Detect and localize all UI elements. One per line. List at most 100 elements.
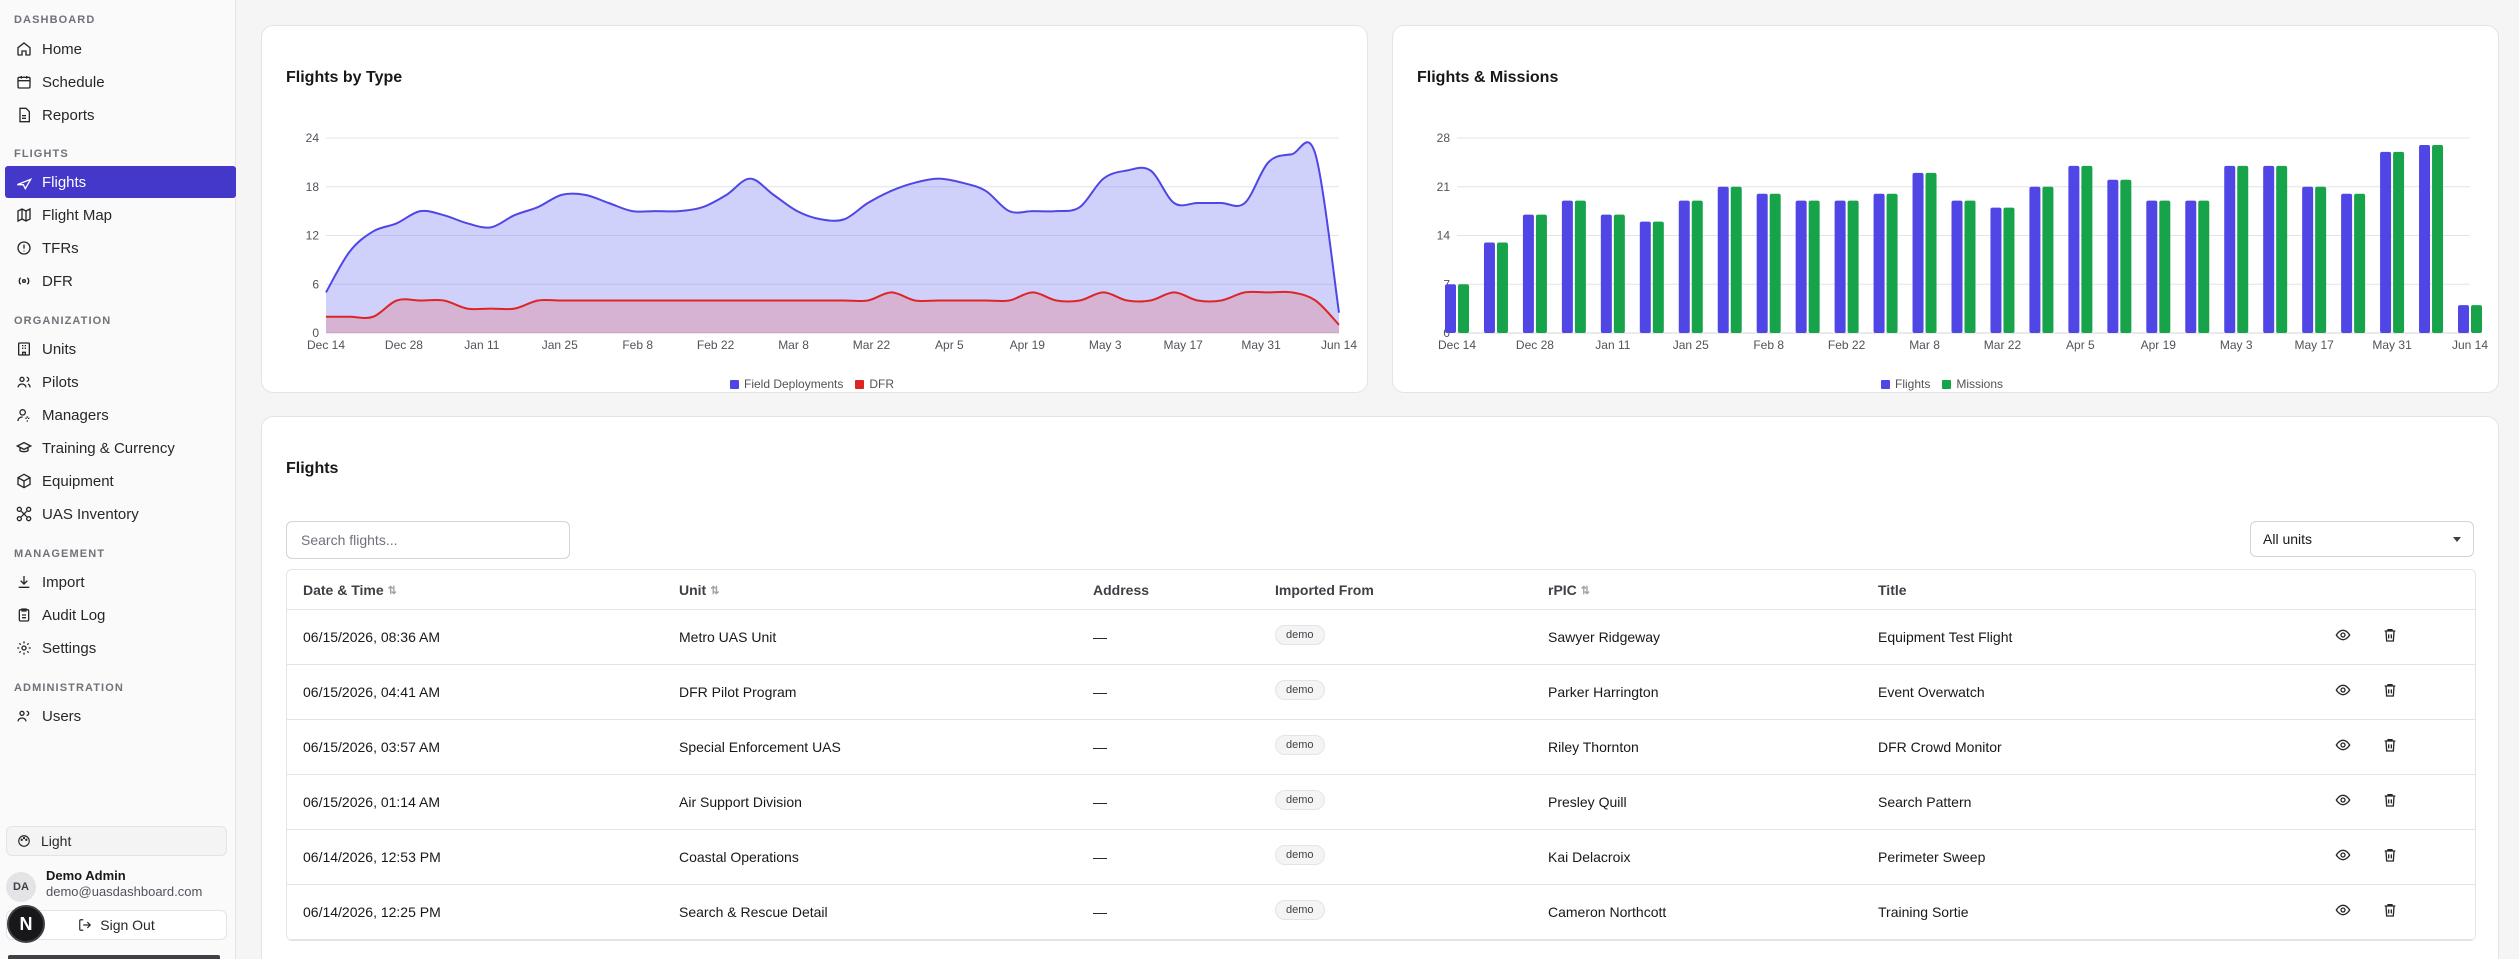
view-button[interactable] bbox=[2335, 627, 2353, 645]
delete-button[interactable] bbox=[2382, 902, 2400, 920]
bar-flights bbox=[1522, 214, 1534, 333]
sidebar-item-tfrs[interactable]: TFRs bbox=[5, 232, 236, 264]
sidebar-item-flights[interactable]: Flights bbox=[5, 166, 236, 198]
column-label: rPIC bbox=[1548, 582, 1577, 598]
bar-flights bbox=[1717, 186, 1729, 333]
table-row[interactable]: 06/15/2026, 03:57 AM Special Enforcement … bbox=[287, 720, 2475, 775]
y-tick-label: 0 bbox=[1443, 326, 1450, 340]
box-icon bbox=[17, 473, 31, 489]
cell-address: — bbox=[1093, 629, 1107, 645]
x-tick-label: May 17 bbox=[1163, 338, 1203, 352]
bar-missions bbox=[2354, 193, 2366, 333]
x-tick-label: Feb 22 bbox=[1828, 338, 1866, 352]
bar-flights bbox=[1639, 221, 1651, 333]
column-header-rpic[interactable]: rPIC ⇅ bbox=[1548, 582, 1590, 598]
delete-button[interactable] bbox=[2382, 792, 2400, 810]
cell-address: — bbox=[1093, 739, 1107, 755]
sidebar-item-audit-log[interactable]: Audit Log bbox=[5, 599, 236, 631]
x-tick-label: May 31 bbox=[1241, 338, 1281, 352]
bar-flights bbox=[2029, 186, 2041, 333]
table-row[interactable]: 06/15/2026, 08:36 AM Metro UAS Unit — demo S… bbox=[287, 610, 2475, 665]
bar-missions bbox=[2471, 305, 2482, 333]
sidebar-item-flight-map[interactable]: Flight Map bbox=[5, 199, 236, 231]
bar-missions bbox=[1691, 200, 1703, 333]
view-button[interactable] bbox=[2335, 682, 2353, 700]
sidebar-item-pilots[interactable]: Pilots bbox=[5, 366, 236, 398]
bar-missions bbox=[1613, 214, 1625, 333]
view-button[interactable] bbox=[2335, 847, 2353, 865]
map-icon bbox=[17, 207, 31, 223]
sidebar-item-label: Users bbox=[42, 707, 82, 725]
bar-missions bbox=[2159, 200, 2171, 333]
bar-flights bbox=[2263, 165, 2275, 333]
theme-toggle-button[interactable]: Light bbox=[6, 826, 227, 856]
sidebar-item-import[interactable]: Import bbox=[5, 566, 236, 598]
view-button[interactable] bbox=[2335, 792, 2353, 810]
sidebar-item-reports[interactable]: Reports bbox=[5, 99, 236, 131]
sidebar-item-users[interactable]: Users bbox=[5, 700, 236, 732]
sidebar-item-schedule[interactable]: Schedule bbox=[5, 66, 236, 98]
cell-date: 06/15/2026, 04:41 AM bbox=[303, 684, 440, 700]
cell-unit: Metro UAS Unit bbox=[679, 629, 777, 645]
column-header-unit[interactable]: Unit ⇅ bbox=[679, 582, 719, 598]
bar-flights bbox=[2185, 200, 2197, 333]
sign-out-label: Sign Out bbox=[100, 917, 155, 933]
sidebar-item-settings[interactable]: Settings bbox=[5, 632, 236, 664]
bar-missions bbox=[1730, 186, 1742, 333]
table-row[interactable]: 06/15/2026, 04:41 AM DFR Pilot Program — de… bbox=[287, 665, 2475, 720]
delete-button[interactable] bbox=[2382, 682, 2400, 700]
bar-flights bbox=[2068, 165, 2080, 333]
bar-missions bbox=[1496, 242, 1508, 333]
legend-missions[interactable]: Missions bbox=[1942, 377, 2003, 391]
sidebar-item-units[interactable]: Units bbox=[5, 333, 236, 365]
sidebar-item-home[interactable]: Home bbox=[5, 33, 236, 65]
table-row[interactable]: 06/14/2026, 12:53 PM Coastal Operations — d… bbox=[287, 830, 2475, 885]
unit-filter-select[interactable]: All units bbox=[2250, 521, 2474, 557]
bar-flights bbox=[2302, 186, 2314, 333]
imported-from-badge: demo bbox=[1275, 845, 1325, 865]
delete-button[interactable] bbox=[2382, 737, 2400, 755]
legend-dfr[interactable]: DFR bbox=[855, 377, 894, 391]
x-tick-label: Jan 11 bbox=[464, 338, 499, 352]
imported-from-badge: demo bbox=[1275, 735, 1325, 755]
sidebar-item-dfr[interactable]: DFR bbox=[5, 265, 236, 297]
sidebar-item-label: Audit Log bbox=[42, 606, 106, 624]
eye-icon bbox=[2335, 739, 2351, 757]
cell-rpic: Cameron Northcott bbox=[1548, 904, 1667, 920]
sidebar-item-managers[interactable]: Managers bbox=[5, 399, 236, 431]
cell-title: Training Sortie bbox=[1878, 904, 1969, 920]
section-label-flights: FLIGHTS bbox=[14, 148, 69, 160]
x-tick-label: May 17 bbox=[2294, 338, 2334, 352]
search-input[interactable] bbox=[286, 521, 570, 559]
legend-flights[interactable]: Flights bbox=[1881, 377, 1930, 391]
delete-button[interactable] bbox=[2382, 847, 2400, 865]
user-cog-icon bbox=[17, 409, 30, 422]
shield-alert-icon bbox=[17, 241, 31, 255]
bar-missions bbox=[1808, 200, 1820, 333]
download-icon bbox=[18, 576, 30, 588]
bar-missions bbox=[1925, 172, 1937, 333]
cell-rpic: Parker Harrington bbox=[1548, 684, 1659, 700]
view-button[interactable] bbox=[2335, 737, 2353, 755]
cell-unit: Air Support Division bbox=[679, 794, 802, 810]
section-label-management: MANAGEMENT bbox=[14, 548, 106, 560]
sidebar-item-equipment[interactable]: Equipment bbox=[5, 465, 236, 497]
bar-flights bbox=[1912, 172, 1924, 333]
delete-button[interactable] bbox=[2382, 627, 2400, 645]
sidebar-item-label: DFR bbox=[42, 272, 73, 290]
table-row[interactable]: 06/14/2026, 12:25 PM Search & Rescue Deta… bbox=[287, 885, 2475, 940]
document-icon bbox=[19, 107, 30, 123]
sidebar-item-uas-inventory[interactable]: UAS Inventory bbox=[5, 498, 236, 530]
x-tick-label: Dec 14 bbox=[1438, 338, 1476, 352]
x-tick-label: Apr 5 bbox=[2066, 338, 2095, 352]
cell-unit: DFR Pilot Program bbox=[679, 684, 797, 700]
legend-field-deployments[interactable]: Field Deployments bbox=[730, 377, 843, 391]
sidebar-item-training[interactable]: Training & Currency bbox=[5, 432, 236, 464]
line-field-deployments bbox=[325, 141, 1340, 313]
view-button[interactable] bbox=[2335, 902, 2353, 920]
column-header-date[interactable]: Date & Time ⇅ bbox=[303, 582, 397, 598]
nextjs-dev-badge[interactable]: N bbox=[7, 905, 45, 943]
cell-date: 06/14/2026, 12:25 PM bbox=[303, 904, 441, 920]
calendar-icon bbox=[17, 76, 31, 89]
table-row[interactable]: 06/15/2026, 01:14 AM Air Support Division… bbox=[287, 775, 2475, 830]
